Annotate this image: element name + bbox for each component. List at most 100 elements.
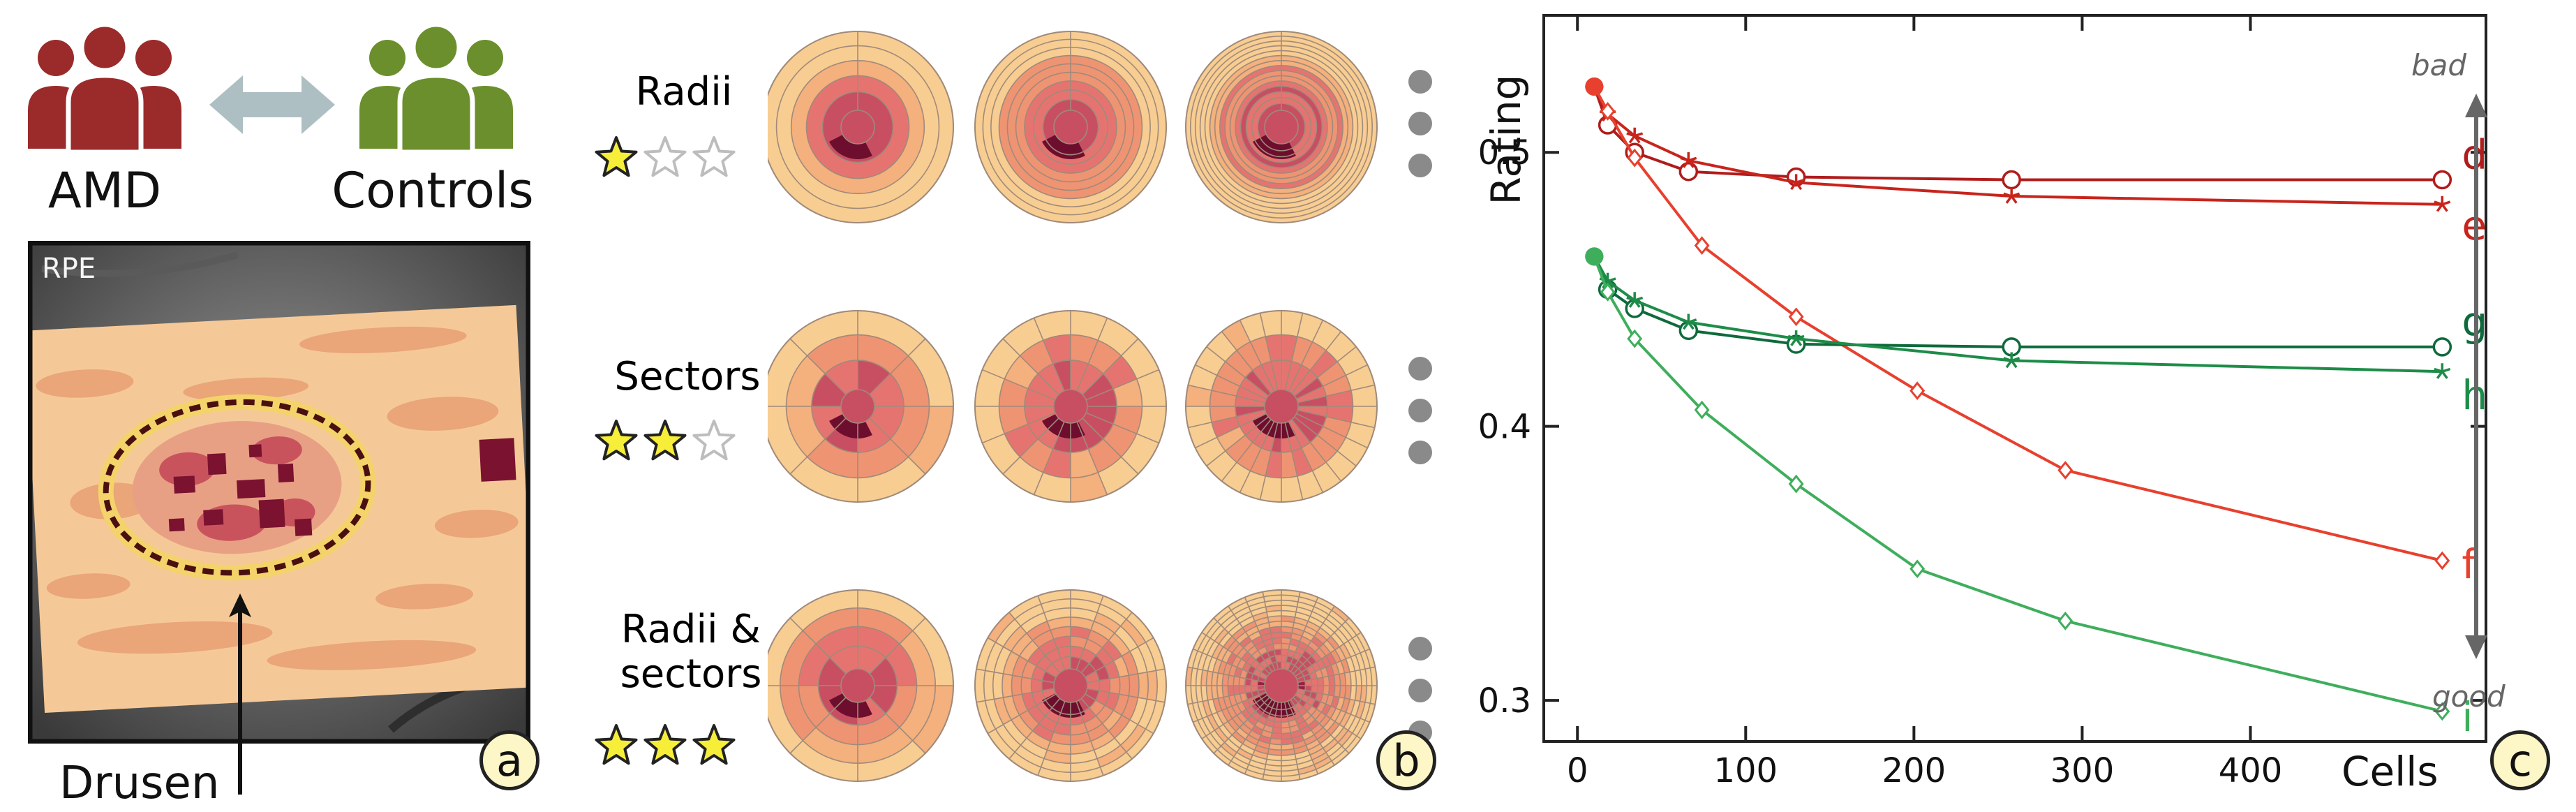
data-point — [2003, 187, 2020, 204]
star-empty-icon — [643, 136, 687, 177]
star-filled-icon — [595, 136, 638, 177]
data-point — [1627, 148, 1643, 168]
rating-stars-radii-sectors — [593, 721, 747, 772]
x-tick-label: 300 — [2050, 751, 2115, 790]
star-filled-icon — [692, 724, 736, 765]
panel-b-badge: b — [1376, 730, 1436, 790]
x-tick-label: 0 — [1567, 751, 1588, 790]
data-point — [2434, 195, 2451, 212]
data-point — [1626, 127, 1644, 144]
series-d: d — [1585, 77, 2487, 190]
data-point — [2057, 461, 2074, 480]
controls-group-icon — [359, 22, 513, 152]
polar-grid-figure — [768, 589, 954, 782]
data-point — [1788, 307, 1804, 327]
rpe-map-image — [28, 241, 530, 744]
star-filled-icon — [643, 724, 687, 765]
data-point — [1787, 174, 1805, 191]
row-title-radii: Radii — [635, 69, 733, 115]
bad-good-double-arrow — [2465, 94, 2487, 659]
star-empty-icon — [692, 136, 736, 177]
polar-grid-figure — [974, 310, 1167, 503]
x-axis-label: Cells — [2342, 748, 2439, 795]
series-line — [1593, 256, 2443, 348]
data-point — [1694, 236, 1710, 256]
data-point — [2002, 170, 2021, 190]
more-dot — [1408, 441, 1432, 464]
data-point — [1788, 474, 1804, 494]
y-tick-label: 0.4 — [1478, 408, 1531, 447]
series-i: i — [1585, 247, 2473, 741]
polar-grid-figure — [974, 31, 1167, 223]
polar-grid-figure — [974, 589, 1167, 782]
data-point — [1600, 101, 1616, 121]
data-point — [2434, 363, 2451, 379]
data-point — [1678, 320, 1699, 341]
row-title-radii-sectors: Radii & sectors — [620, 607, 762, 697]
data-point — [1585, 247, 1604, 266]
more-dot — [1408, 112, 1432, 135]
more-dot — [1408, 679, 1432, 702]
panel-b: Radii Sectors Radii & sectors b — [558, 0, 1466, 812]
polar-grid-figure — [768, 31, 954, 223]
row-title-sectors: Sectors — [614, 354, 761, 399]
series-line — [1593, 86, 2443, 182]
rpe-image-label: RPE — [42, 253, 96, 285]
x-tick-label: 400 — [2219, 751, 2283, 790]
polar-grid-figure — [1185, 31, 1378, 223]
comparison-arrow-icon — [209, 75, 335, 134]
data-point — [2432, 170, 2452, 190]
plot-frame — [1542, 14, 2487, 743]
data-point — [1600, 283, 1616, 302]
data-point — [1909, 381, 1926, 401]
data-point — [1599, 272, 1616, 289]
data-point — [2434, 702, 2450, 721]
annotation-bad: bad — [2411, 48, 2466, 82]
data-point — [1585, 77, 1604, 96]
series-line — [1593, 256, 2443, 713]
data-point — [1787, 330, 1805, 346]
panel-c-badge: c — [2490, 730, 2550, 790]
more-dot — [1408, 399, 1432, 422]
rating-stars-radii — [593, 133, 747, 184]
drusen-pointer-line — [238, 606, 242, 795]
series-g: g — [1585, 247, 2487, 357]
y-tick-label: 0.5 — [1478, 133, 1531, 172]
more-dot — [1408, 154, 1432, 177]
annotation-good: good — [2432, 679, 2506, 714]
polar-grid-figure — [1185, 310, 1378, 503]
rating-stars-sectors — [593, 416, 747, 468]
polar-grids — [768, 31, 1378, 782]
controls-label: Controls — [332, 162, 534, 219]
data-point — [1626, 292, 1644, 308]
x-tick-label: 100 — [1713, 751, 1778, 790]
star-filled-icon — [643, 420, 687, 461]
series-f: f — [1585, 77, 2477, 588]
series-label: f — [2462, 540, 2477, 588]
star-filled-icon — [595, 420, 638, 461]
more-dot — [1408, 637, 1432, 660]
polar-grid-figure — [1185, 589, 1378, 782]
x-tick-label: 200 — [1882, 751, 1946, 790]
drusen-label: Drusen — [59, 758, 220, 809]
series-line — [1593, 86, 2443, 562]
amd-label: AMD — [47, 162, 162, 219]
more-dot — [1408, 357, 1432, 381]
y-axis-label: Rating — [1482, 75, 1530, 205]
star-empty-icon — [692, 420, 736, 461]
data-point — [2432, 337, 2452, 357]
series-line — [1593, 86, 2443, 206]
series-e: e — [1585, 77, 2487, 249]
data-point — [1680, 152, 1697, 168]
panel-a-badge: a — [479, 730, 539, 790]
series-label: i — [2462, 693, 2473, 741]
drusen-pointer-arrowhead — [229, 593, 251, 617]
more-dot — [1408, 70, 1432, 94]
amd-group-icon — [28, 22, 181, 152]
y-tick-label: 0.3 — [1478, 681, 1531, 721]
star-filled-icon — [595, 724, 638, 765]
data-point — [1678, 161, 1699, 182]
data-point — [1909, 559, 1926, 579]
